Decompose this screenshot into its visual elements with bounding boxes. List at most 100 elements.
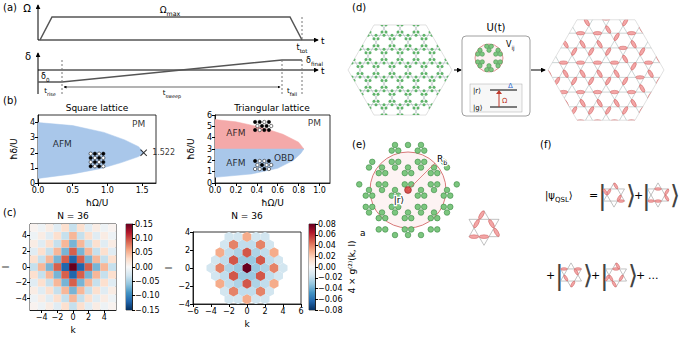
svg-text:k: k: [244, 319, 250, 329]
svg-text:−0.04: −0.04: [318, 284, 343, 293]
svg-text:−0.02: −0.02: [318, 273, 343, 282]
svg-text:0.06: 0.06: [318, 230, 336, 239]
svg-text:−0.05: −0.05: [135, 277, 160, 286]
svg-text:4: 4: [207, 133, 212, 142]
svg-text:0.02: 0.02: [318, 252, 336, 261]
svg-text:1.0: 1.0: [101, 186, 114, 195]
svg-text:|ψQSL⟩: |ψQSL⟩: [545, 190, 573, 204]
svg-text:N = 36: N = 36: [231, 211, 263, 221]
svg-text:|r⟩: |r⟩: [473, 87, 481, 95]
svg-text:0.8: 0.8: [292, 186, 305, 195]
svg-text:(a): (a): [3, 2, 17, 13]
svg-text:tfall: tfall: [287, 87, 297, 97]
svg-text:+: +: [636, 269, 645, 282]
svg-text:PM: PM: [308, 118, 321, 128]
svg-text:k: k: [70, 325, 76, 335]
svg-text:AFM: AFM: [53, 139, 72, 149]
svg-text:−0.06: −0.06: [318, 295, 343, 304]
svg-text:|: |: [642, 180, 651, 211]
svg-text:−0.15: −0.15: [135, 306, 160, 315]
svg-text:−0.08: −0.08: [318, 306, 343, 315]
svg-text:a: a: [360, 228, 366, 238]
svg-text:2: 2: [207, 156, 212, 165]
svg-text:Rb: Rb: [437, 154, 447, 166]
svg-text:−2: −2: [223, 307, 235, 316]
svg-text:(f): (f): [540, 139, 551, 150]
svg-text:l: l: [1, 266, 11, 269]
svg-text:0.04: 0.04: [318, 241, 336, 250]
svg-text:4: 4: [102, 313, 107, 322]
svg-text:=: =: [589, 189, 598, 202]
svg-text:ttot: ttot: [297, 43, 309, 54]
svg-text:−6: −6: [187, 307, 199, 316]
svg-text:tsweep: tsweep: [163, 89, 181, 100]
svg-text:6: 6: [207, 111, 212, 120]
svg-text:1.0: 1.0: [313, 186, 326, 195]
svg-text:0: 0: [70, 313, 75, 322]
svg-text:−2: −2: [51, 313, 63, 322]
svg-text:t: t: [321, 66, 325, 76]
svg-text:OBD: OBD: [274, 153, 294, 163]
svg-text:|: |: [555, 260, 564, 291]
svg-text:ħΩ/U: ħΩ/U: [86, 198, 109, 208]
svg-text:δ0: δ0: [41, 72, 50, 83]
svg-text:trise: trise: [44, 87, 56, 97]
svg-text:t: t: [321, 36, 325, 46]
svg-text:...: ...: [648, 269, 659, 282]
svg-text:δfinal: δfinal: [306, 56, 323, 67]
svg-text:⟩: ⟩: [670, 180, 680, 210]
svg-text:4: 4: [22, 231, 27, 240]
svg-text:Δ: Δ: [508, 82, 513, 90]
svg-text:1.5: 1.5: [136, 186, 149, 195]
svg-text:ħδ/U: ħδ/U: [9, 138, 19, 159]
svg-text:0.0: 0.0: [209, 186, 222, 195]
svg-text:0.6: 0.6: [271, 186, 284, 195]
svg-text:(b): (b): [3, 95, 17, 106]
svg-text:Ω: Ω: [502, 97, 508, 105]
svg-text:|r⟩: |r⟩: [394, 195, 404, 205]
svg-text:−4: −4: [205, 307, 217, 316]
svg-text:2: 2: [262, 307, 267, 316]
svg-text:2: 2: [22, 247, 27, 256]
svg-text:0.5: 0.5: [66, 186, 79, 195]
svg-text:0: 0: [22, 263, 27, 272]
svg-text:4: 4: [280, 307, 285, 316]
svg-text:U(t): U(t): [486, 22, 505, 33]
svg-text:δ: δ: [25, 51, 31, 62]
svg-text:Ωmax: Ωmax: [160, 5, 181, 17]
svg-text:|: |: [598, 180, 607, 211]
svg-text:AFM: AFM: [226, 128, 245, 138]
svg-text:1: 1: [30, 163, 35, 172]
svg-text:+: +: [546, 269, 555, 282]
svg-text:0.15: 0.15: [135, 220, 153, 229]
svg-text:PM: PM: [132, 119, 145, 129]
svg-text:2: 2: [86, 313, 91, 322]
svg-text:|g⟩: |g⟩: [473, 104, 483, 112]
svg-text:0.2: 0.2: [230, 186, 243, 195]
svg-text:⟩: ⟩: [628, 260, 638, 290]
svg-text:0: 0: [185, 264, 190, 273]
svg-text:1.522: 1.522: [152, 148, 175, 157]
svg-text:3: 3: [207, 145, 212, 154]
svg-text:−2: −2: [15, 278, 27, 287]
svg-text:−0.10: −0.10: [135, 291, 160, 300]
svg-text:0: 0: [244, 307, 249, 316]
svg-text:−4: −4: [36, 313, 48, 322]
svg-text:0.00: 0.00: [135, 263, 153, 272]
svg-text:N = 36: N = 36: [57, 211, 89, 221]
svg-text:+: +: [591, 269, 600, 282]
svg-text:−2: −2: [178, 282, 190, 291]
svg-text:l: l: [164, 267, 174, 270]
svg-text:0.4: 0.4: [250, 186, 263, 195]
svg-text:4: 4: [30, 118, 35, 127]
svg-text:1: 1: [207, 167, 212, 176]
svg-text:Triangular lattice: Triangular lattice: [233, 103, 310, 113]
svg-text:−4: −4: [15, 294, 27, 303]
svg-text:Vij: Vij: [506, 40, 515, 52]
svg-text:2: 2: [185, 246, 190, 255]
svg-text:0.10: 0.10: [135, 234, 153, 243]
svg-text:Square lattice: Square lattice: [66, 103, 129, 113]
svg-text:ħδ/U: ħδ/U: [186, 138, 196, 159]
svg-text:(c): (c): [3, 207, 16, 218]
svg-text:2: 2: [30, 148, 35, 157]
